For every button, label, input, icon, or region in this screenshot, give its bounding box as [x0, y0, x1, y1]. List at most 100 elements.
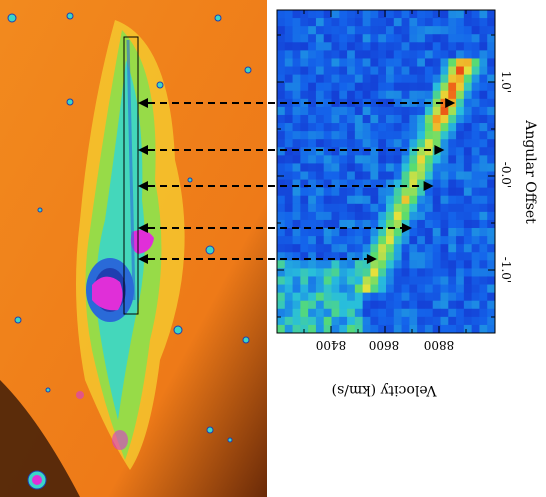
heatmap-cell	[432, 276, 441, 285]
heatmap-cell	[393, 211, 402, 221]
heatmap-cell	[417, 171, 426, 180]
heatmap-cell	[370, 34, 379, 43]
heatmap-cell	[362, 228, 371, 237]
heatmap-cell	[308, 66, 317, 75]
heatmap-cell	[354, 42, 364, 51]
heatmap-cell	[339, 211, 348, 221]
heatmap-cell	[479, 82, 488, 92]
heatmap-cell	[401, 66, 410, 75]
heatmap-cell	[308, 252, 317, 261]
heatmap-cell	[331, 147, 340, 156]
heatmap-cell	[315, 42, 325, 51]
heatmap-cell	[409, 18, 418, 27]
heatmap-cell	[401, 147, 410, 156]
heatmap-cell	[370, 18, 379, 27]
heatmap-cell	[401, 252, 410, 261]
heatmap-cell	[456, 106, 465, 116]
heatmap-cell	[354, 163, 364, 172]
heatmap-cell	[479, 26, 488, 35]
heatmap-cell	[347, 139, 356, 148]
heatmap-cell	[386, 90, 395, 100]
heatmap-cell	[463, 171, 473, 180]
heatmap-cell	[448, 292, 457, 302]
heatmap-cell	[339, 171, 348, 180]
heatmap-cell	[315, 316, 325, 326]
heatmap-cell	[347, 219, 356, 229]
heatmap-cell	[292, 316, 301, 326]
heatmap-cell	[339, 26, 348, 35]
heatmap-cell	[315, 34, 325, 43]
heatmap-cell	[456, 252, 465, 261]
heatmap-cell	[386, 308, 395, 318]
heatmap-cell	[386, 316, 395, 326]
heatmap-cell	[463, 34, 473, 43]
heatmap-cell	[424, 18, 434, 27]
heatmap-cell	[315, 219, 325, 229]
heatmap-cell	[479, 106, 488, 116]
heatmap-cell	[471, 123, 480, 132]
heatmap-cell	[354, 300, 364, 310]
arrow-head	[138, 145, 148, 155]
heatmap-cell	[409, 139, 418, 148]
heatmap-cell	[331, 18, 340, 27]
heatmap-cell	[386, 268, 395, 277]
heatmap-cell	[409, 123, 418, 132]
heatmap-cell	[386, 228, 395, 237]
heatmap-cell	[448, 10, 457, 19]
heatmap-cell	[487, 155, 495, 164]
heatmap-cell	[456, 300, 465, 310]
heatmap-cell	[401, 50, 410, 59]
heatmap-cell	[456, 90, 465, 100]
heatmap-cell	[300, 179, 309, 189]
heatmap-cell	[393, 90, 402, 100]
heatmap-cell	[409, 292, 418, 302]
heatmap-cell	[347, 106, 356, 116]
heatmap-cell	[448, 300, 457, 310]
heatmap-cell	[471, 163, 480, 172]
heatmap-cell	[308, 58, 317, 67]
heatmap-cell	[347, 26, 356, 35]
heatmap-cell	[370, 82, 379, 92]
heatmap-cell	[331, 244, 340, 253]
heatmap-cell	[354, 195, 364, 205]
heatmap-cell	[292, 324, 301, 333]
heatmap-cell	[331, 163, 340, 172]
heatmap-cell	[479, 219, 488, 229]
heatmap-cell	[448, 203, 457, 213]
heatmap-cell	[277, 131, 286, 140]
heatmap-cell	[323, 228, 332, 237]
heatmap-cell	[339, 179, 348, 189]
heatmap-cell	[362, 260, 371, 269]
heatmap-cell	[315, 58, 325, 67]
heatmap-cell	[409, 82, 418, 92]
heatmap-cell	[487, 163, 495, 172]
heatmap-cell	[347, 195, 356, 205]
heatmap-cell	[315, 324, 325, 333]
heatmap-cell	[479, 268, 488, 277]
heatmap-cell	[370, 155, 379, 164]
heatmap-cell	[393, 114, 402, 124]
heatmap-cell	[354, 203, 364, 213]
heatmap-cell	[347, 10, 356, 19]
y-axis-title: Angular Offset	[522, 119, 538, 224]
heatmap-cell	[401, 90, 410, 100]
heatmap-cell	[315, 106, 325, 116]
heatmap-cell	[409, 114, 418, 124]
heatmap-cell	[456, 66, 465, 75]
heatmap-cell	[463, 139, 473, 148]
heatmap-cell	[471, 236, 480, 245]
heatmap-cell	[386, 147, 395, 156]
heatmap-cell	[370, 123, 379, 132]
heatmap-cell	[448, 34, 457, 43]
heatmap-cell	[300, 155, 309, 164]
heatmap-cell	[339, 66, 348, 75]
heatmap-cell	[300, 10, 309, 19]
heatmap-cell	[277, 316, 286, 326]
heatmap-cell	[339, 316, 348, 326]
heatmap-cell	[331, 42, 340, 51]
heatmap-cell	[308, 211, 317, 221]
heatmap-cell	[393, 260, 402, 269]
heatmap-cell	[292, 195, 301, 205]
heatmap-cell	[315, 211, 325, 221]
pv-diagram	[276, 9, 496, 334]
